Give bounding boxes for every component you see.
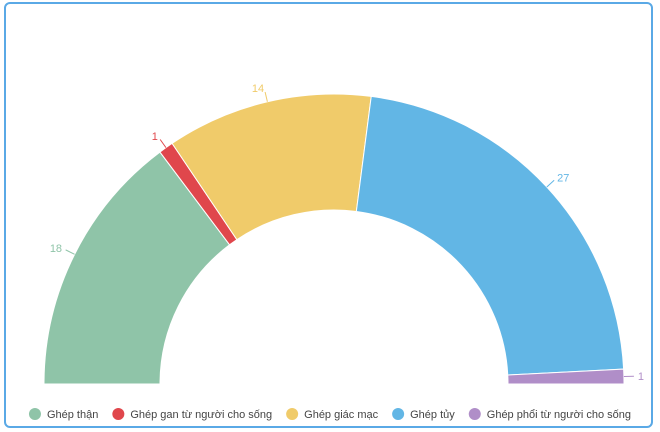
legend-item-2[interactable]: Ghép gan từ người cho sống — [112, 408, 272, 421]
legend-item-3[interactable]: Ghép giác mạc — [286, 408, 379, 421]
legend-swatch-4 — [392, 408, 405, 420]
data-label-2: 1 — [152, 131, 158, 143]
data-label-leader-3 — [264, 91, 268, 102]
legend-label-4: Ghép tủy — [410, 409, 455, 421]
legend-item-5[interactable]: Ghép phổi từ người cho sống — [468, 408, 631, 421]
legend-swatch-1 — [28, 408, 41, 420]
data-label-1: 18 — [50, 243, 62, 255]
data-label-leader-2 — [159, 139, 167, 148]
data-label-5: 1 — [638, 371, 644, 383]
data-label-4: 27 — [557, 173, 569, 185]
legend-swatch-3 — [286, 408, 299, 420]
data-label-leader-4 — [546, 179, 555, 188]
legend-swatch-2 — [112, 408, 125, 420]
legend-swatch-5 — [468, 408, 481, 420]
slice-4[interactable] — [355, 95, 625, 376]
legend-item-4[interactable]: Ghép tủy — [392, 408, 455, 421]
data-label-leader-1 — [65, 249, 75, 255]
legend-label-3: Ghép giác mạc — [304, 409, 378, 421]
legend-label-2: Ghép gan từ người cho sống — [130, 409, 272, 421]
legend-item-1[interactable]: Ghép thận — [28, 408, 98, 421]
data-label-3: 14 — [252, 83, 264, 95]
legend-label-1: Ghép thận — [47, 409, 98, 421]
legend-label-5: Ghép phổi từ người cho sống — [487, 409, 631, 421]
chart-slices — [43, 93, 625, 385]
chart-legend[interactable]: Ghép thận Ghép gan từ người cho sống Ghép … — [28, 408, 631, 421]
slice-5[interactable] — [507, 368, 625, 385]
chart-data-labels: 18 1 14 27 1 — [50, 83, 644, 383]
